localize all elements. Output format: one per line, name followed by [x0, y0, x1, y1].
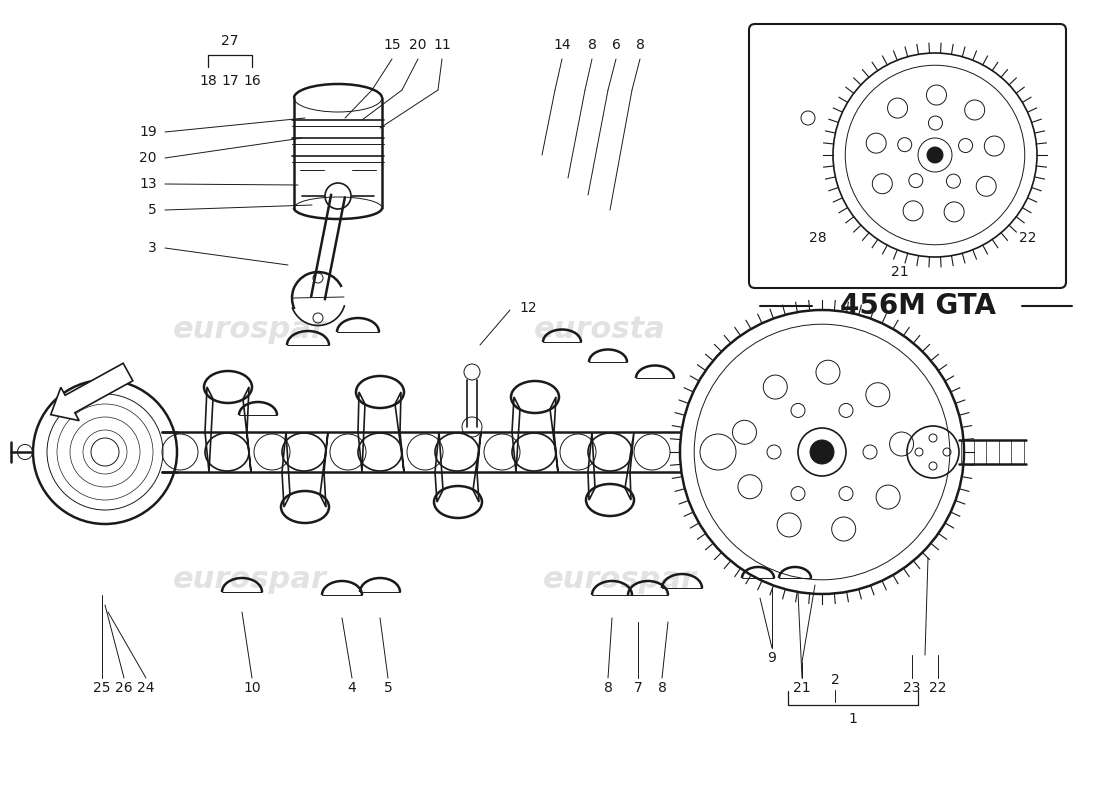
Text: 20: 20: [140, 151, 157, 165]
Text: 13: 13: [140, 177, 157, 191]
Text: 2: 2: [830, 673, 839, 687]
Text: eurospar: eurospar: [173, 566, 327, 594]
Text: 21: 21: [793, 681, 811, 695]
Text: 27: 27: [221, 34, 239, 48]
Text: 18: 18: [199, 74, 217, 88]
Text: 15: 15: [383, 38, 400, 52]
Text: 1: 1: [848, 712, 857, 726]
Text: 21: 21: [891, 265, 909, 279]
Text: 19: 19: [140, 125, 157, 139]
Text: 22: 22: [1020, 231, 1036, 245]
Text: 8: 8: [604, 681, 613, 695]
Text: 14: 14: [553, 38, 571, 52]
Text: 12: 12: [519, 301, 537, 315]
Text: 10: 10: [243, 681, 261, 695]
Text: 3: 3: [148, 241, 157, 255]
Text: eurosta: eurosta: [535, 315, 666, 345]
Text: 22: 22: [930, 681, 947, 695]
FancyArrow shape: [51, 363, 133, 421]
Text: 11: 11: [433, 38, 451, 52]
Text: 5: 5: [384, 681, 393, 695]
Text: 4: 4: [348, 681, 356, 695]
Text: 456M GTA: 456M GTA: [840, 292, 996, 320]
Text: 8: 8: [587, 38, 596, 52]
Text: eurospar: eurospar: [543, 566, 697, 594]
Text: 6: 6: [612, 38, 620, 52]
Text: 25: 25: [94, 681, 111, 695]
Text: 17: 17: [221, 74, 239, 88]
Text: 5: 5: [148, 203, 157, 217]
Text: 7: 7: [634, 681, 642, 695]
Circle shape: [927, 147, 943, 163]
Text: 9: 9: [768, 651, 777, 665]
Text: 23: 23: [903, 681, 921, 695]
Text: 20: 20: [409, 38, 427, 52]
Text: 28: 28: [810, 231, 827, 245]
Text: 8: 8: [636, 38, 645, 52]
Text: 8: 8: [658, 681, 667, 695]
Text: 26: 26: [116, 681, 133, 695]
Text: 24: 24: [138, 681, 155, 695]
Circle shape: [810, 440, 834, 464]
Text: 16: 16: [243, 74, 261, 88]
FancyBboxPatch shape: [749, 24, 1066, 288]
Text: eurospar: eurospar: [173, 315, 327, 345]
